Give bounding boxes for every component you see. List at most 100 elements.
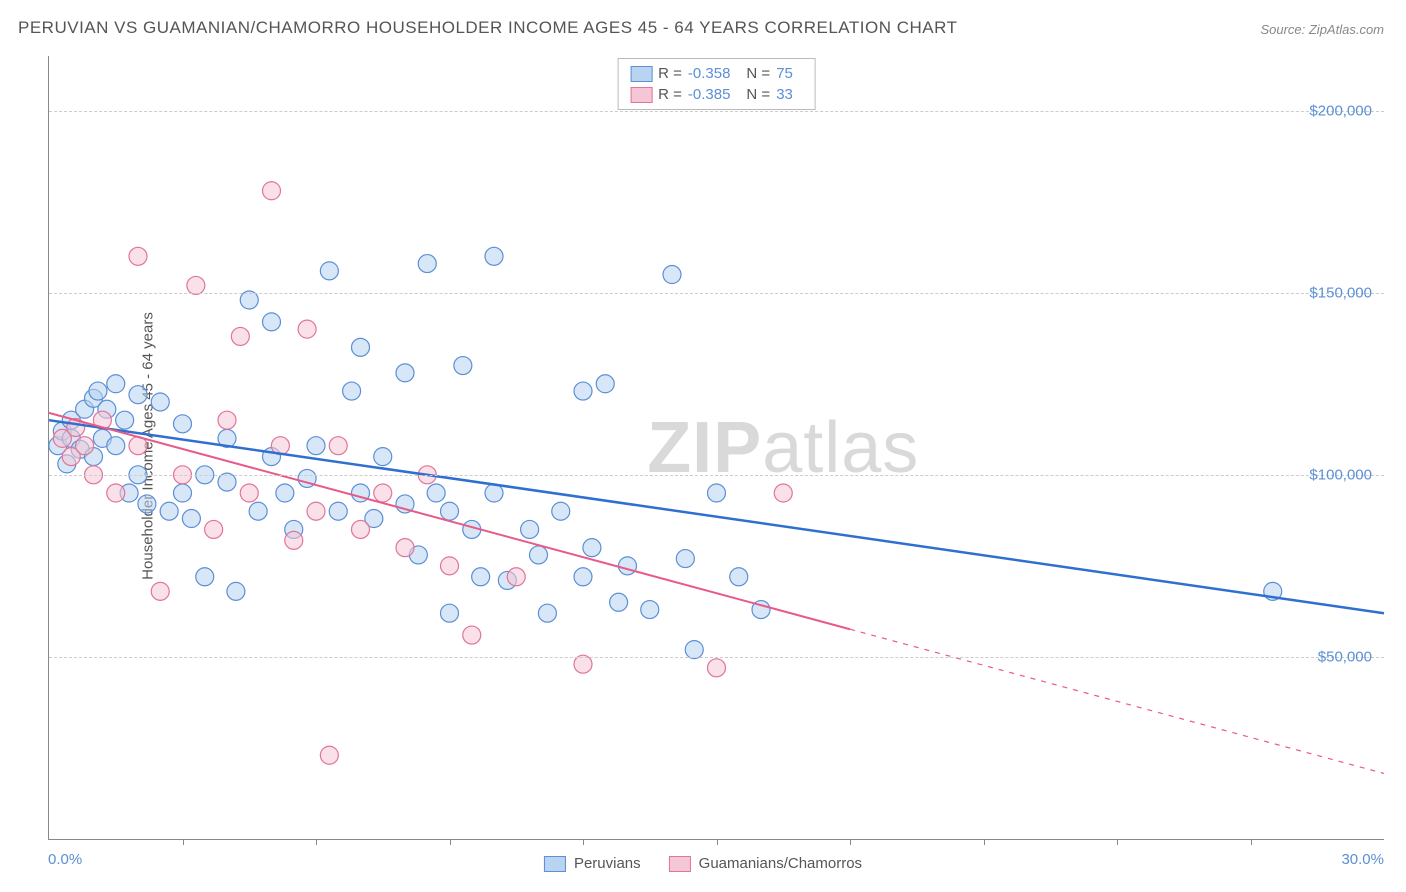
data-point — [610, 593, 628, 611]
data-point — [552, 502, 570, 520]
x-tick — [1251, 839, 1252, 845]
swatch-series-2 — [630, 87, 652, 103]
trend-line — [49, 420, 1384, 613]
x-axis-max-label: 30.0% — [1341, 851, 1384, 868]
data-point — [538, 604, 556, 622]
data-point — [307, 502, 325, 520]
data-point — [730, 568, 748, 586]
n-value-1: 75 — [776, 65, 793, 82]
legend-label-1: Peruvians — [574, 855, 641, 872]
data-point — [107, 437, 125, 455]
x-tick — [850, 839, 851, 845]
data-point — [218, 411, 236, 429]
data-point — [116, 411, 134, 429]
data-point — [374, 484, 392, 502]
data-point — [454, 357, 472, 375]
legend-label-2: Guamanians/Chamorros — [699, 855, 862, 872]
data-point — [676, 550, 694, 568]
data-point — [574, 568, 592, 586]
x-tick — [984, 839, 985, 845]
data-point — [263, 182, 281, 200]
r-label: R = — [658, 86, 682, 103]
data-point — [249, 502, 267, 520]
x-tick — [450, 839, 451, 845]
x-tick — [1117, 839, 1118, 845]
data-point — [329, 437, 347, 455]
data-point — [441, 604, 459, 622]
data-point — [418, 255, 436, 273]
data-point — [138, 495, 156, 513]
data-point — [352, 338, 370, 356]
data-point — [320, 262, 338, 280]
data-point — [227, 582, 245, 600]
series-legend: Peruvians Guamanians/Chamorros — [544, 855, 862, 872]
data-point — [708, 659, 726, 677]
plot-area: ZIPatlas R = -0.358 N = 75 R = -0.385 N … — [48, 56, 1384, 840]
data-point — [231, 327, 249, 345]
trend-line — [49, 413, 850, 629]
data-point — [521, 520, 539, 538]
swatch-series-1 — [544, 856, 566, 872]
legend-row-series-2: R = -0.385 N = 33 — [630, 84, 803, 105]
data-point — [441, 502, 459, 520]
data-point — [583, 539, 601, 557]
data-point — [427, 484, 445, 502]
x-tick — [583, 839, 584, 845]
correlation-legend: R = -0.358 N = 75 R = -0.385 N = 33 — [617, 58, 816, 110]
data-point — [396, 539, 414, 557]
data-point — [151, 393, 169, 411]
data-point — [619, 557, 637, 575]
data-point — [507, 568, 525, 586]
data-point — [174, 415, 192, 433]
data-point — [485, 484, 503, 502]
x-tick — [717, 839, 718, 845]
data-point — [107, 375, 125, 393]
swatch-series-2 — [669, 856, 691, 872]
data-point — [485, 247, 503, 265]
data-point — [285, 531, 303, 549]
data-point — [129, 247, 147, 265]
data-point — [160, 502, 178, 520]
data-point — [374, 448, 392, 466]
swatch-series-1 — [630, 66, 652, 82]
data-point — [129, 386, 147, 404]
y-tick-label: $150,000 — [1309, 284, 1372, 301]
chart-container: PERUVIAN VS GUAMANIAN/CHAMORRO HOUSEHOLD… — [0, 0, 1406, 892]
data-point — [174, 484, 192, 502]
n-label: N = — [746, 86, 770, 103]
data-point — [276, 484, 294, 502]
legend-row-series-1: R = -0.358 N = 75 — [630, 63, 803, 84]
gridline — [49, 293, 1384, 294]
n-label: N = — [746, 65, 770, 82]
data-point — [774, 484, 792, 502]
y-tick-label: $200,000 — [1309, 102, 1372, 119]
data-point — [182, 510, 200, 528]
source-attribution: Source: ZipAtlas.com — [1260, 22, 1384, 37]
data-point — [352, 520, 370, 538]
data-point — [151, 582, 169, 600]
data-point — [641, 601, 659, 619]
trend-line-extrapolated — [850, 629, 1384, 773]
n-value-2: 33 — [776, 86, 793, 103]
legend-item-2: Guamanians/Chamorros — [669, 855, 862, 872]
data-point — [530, 546, 548, 564]
data-point — [298, 320, 316, 338]
gridline — [49, 475, 1384, 476]
gridline — [49, 657, 1384, 658]
data-point — [307, 437, 325, 455]
data-point — [396, 364, 414, 382]
y-tick-label: $50,000 — [1318, 648, 1372, 665]
y-tick-label: $100,000 — [1309, 466, 1372, 483]
data-point — [463, 626, 481, 644]
data-point — [663, 266, 681, 284]
legend-item-1: Peruvians — [544, 855, 641, 872]
data-point — [574, 382, 592, 400]
data-point — [441, 557, 459, 575]
x-tick — [316, 839, 317, 845]
data-point — [472, 568, 490, 586]
r-value-2: -0.385 — [688, 86, 731, 103]
r-value-1: -0.358 — [688, 65, 731, 82]
data-point — [343, 382, 361, 400]
gridline — [49, 111, 1384, 112]
chart-svg — [49, 56, 1384, 839]
